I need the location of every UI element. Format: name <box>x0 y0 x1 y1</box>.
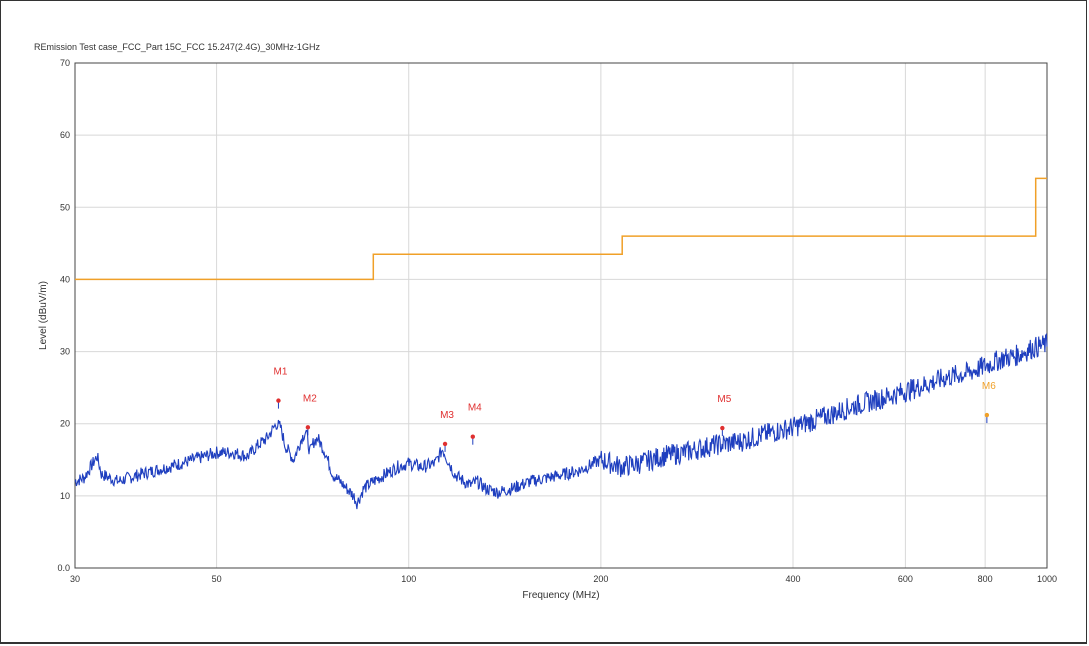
marker-label: M3 <box>440 410 454 421</box>
marker-point <box>442 441 448 447</box>
x-axis-label: Frequency (MHz) <box>522 590 599 601</box>
limit-line <box>75 177 1047 281</box>
x-tick-label: 800 <box>978 574 993 584</box>
marker-point <box>984 412 990 418</box>
y-tick-label: 30 <box>60 347 70 357</box>
y-tick-label: 70 <box>60 58 70 68</box>
x-tick-label: 400 <box>785 574 800 584</box>
chart-title: REmission Test case_FCC_Part 15C_FCC 15.… <box>34 42 320 52</box>
plot-area <box>74 62 1048 569</box>
y-tick-label: 60 <box>60 130 70 140</box>
x-tick-label: 30 <box>70 574 80 584</box>
marker-label: M6 <box>982 381 996 392</box>
y-tick-label: 40 <box>60 274 70 284</box>
marker-label: M1 <box>273 367 287 378</box>
y-axis-ticks: 0.0 10 20 30 40 50 60 70 <box>57 58 70 573</box>
x-tick-label: 50 <box>212 574 222 584</box>
x-tick-label: 600 <box>898 574 913 584</box>
x-tick-label: 1000 <box>1037 574 1057 584</box>
marker-label: M4 <box>468 403 482 414</box>
y-tick-label: 50 <box>60 202 70 212</box>
marker-point <box>305 425 311 430</box>
marker-point <box>276 398 281 403</box>
marker-label: M5 <box>717 394 731 405</box>
y-tick-label: 0.0 <box>57 563 70 573</box>
x-tick-label: 100 <box>401 574 416 584</box>
marker-point <box>720 425 725 431</box>
y-tick-label: 10 <box>60 491 70 501</box>
x-axis-ticks: 30 50 100 200 400 600 800 1000 <box>70 574 1057 584</box>
spectrum-trace <box>74 332 1048 510</box>
grid-lines <box>74 62 1048 569</box>
y-axis-label: Level (dBuV/m) <box>38 281 49 350</box>
series-group <box>74 177 1048 510</box>
y-tick-label: 20 <box>60 419 70 429</box>
marker-label: M2 <box>303 393 317 404</box>
x-tick-label: 200 <box>593 574 608 584</box>
marker-point <box>470 434 475 439</box>
markers-group: M1 M2 M3 M4 M5 M6 <box>273 367 996 452</box>
